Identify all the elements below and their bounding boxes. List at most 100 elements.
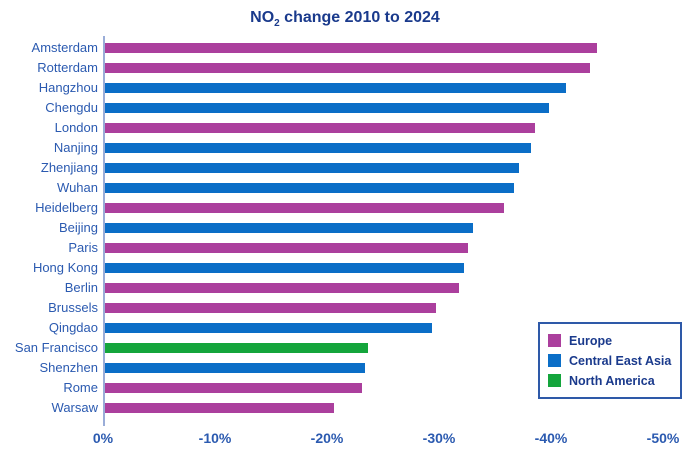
bar-track: [98, 278, 690, 298]
bar-row-wuhan: Wuhan: [0, 178, 690, 198]
bar-track: [98, 358, 690, 378]
y-axis-label-berlin: Berlin: [64, 280, 98, 295]
legend-swatch-central-east-asia: [548, 354, 561, 367]
bar-san-francisco: [105, 343, 369, 353]
y-axis-label-nanjing: Nanjing: [53, 140, 98, 155]
bar-track: [98, 238, 690, 258]
bar-track: [98, 338, 690, 358]
bar-row-berlin: Berlin: [0, 278, 690, 298]
bar-warsaw: [105, 403, 334, 413]
y-axis-label-paris: Paris: [68, 240, 98, 255]
bar-row-brussels: Brussels: [0, 298, 690, 318]
bar-shenzhen: [105, 363, 366, 373]
bar-heidelberg: [105, 203, 504, 213]
legend-swatch-north-america: [548, 374, 561, 387]
bar-nanjing: [105, 143, 531, 153]
y-axis-label-rome: Rome: [63, 380, 98, 395]
bar-hong-kong: [105, 263, 464, 273]
bar-track: [98, 118, 690, 138]
y-axis-label-zhenjiang: Zhenjiang: [40, 160, 98, 175]
y-axis-label-amsterdam: Amsterdam: [31, 40, 98, 55]
y-axis-label-brussels: Brussels: [48, 300, 98, 315]
bar-row-beijing: Beijing: [0, 218, 690, 238]
chart-title: NO2 change 2010 to 2024: [0, 9, 690, 30]
bar-zhenjiang: [105, 163, 519, 173]
bar-track: [98, 218, 690, 238]
y-axis-label-san-francisco: San Francisco: [14, 340, 98, 355]
bar-row-san-francisco: San Francisco: [0, 338, 690, 358]
bar-track: [98, 178, 690, 198]
chart-title-suffix: change 2010 to 2024: [279, 9, 440, 26]
y-axis-label-hangzhou: Hangzhou: [38, 80, 98, 95]
plot-area: Amsterdam Rotterdam Hangzhou Chengdu London N…: [0, 38, 690, 418]
bar-row-hangzhou: Hangzhou: [0, 78, 690, 98]
y-axis-label-qingdao: Qingdao: [48, 320, 98, 335]
bar-row-zhenjiang: Zhenjiang: [0, 158, 690, 178]
bar-row-heidelberg: Heidelberg: [0, 198, 690, 218]
legend-item-europe: Europe: [548, 334, 672, 348]
x-axis-tick--40-: -40%: [534, 430, 568, 446]
bar-chengdu: [105, 103, 549, 113]
bar-rotterdam: [105, 63, 591, 73]
y-axis-label-heidelberg: Heidelberg: [35, 200, 98, 215]
bar-track: [98, 158, 690, 178]
bar-london: [105, 123, 536, 133]
legend-label-north-america: North America: [569, 373, 655, 388]
y-axis-label-london: London: [54, 120, 98, 135]
bar-row-shenzhen: Shenzhen: [0, 358, 690, 378]
bar-brussels: [105, 303, 436, 313]
y-axis-label-chengdu: Chengdu: [45, 100, 98, 115]
chart-title-subscript: 2: [274, 18, 280, 30]
bar-row-paris: Paris: [0, 238, 690, 258]
x-axis-tick--20-: -20%: [310, 430, 344, 446]
bar-berlin: [105, 283, 460, 293]
bar-row-rome: Rome: [0, 378, 690, 398]
x-axis-tick--30-: -30%: [422, 430, 456, 446]
y-axis-line: [103, 36, 105, 426]
bar-row-hong-kong: Hong Kong: [0, 258, 690, 278]
bar-row-qingdao: Qingdao: [0, 318, 690, 338]
bar-row-london: London: [0, 118, 690, 138]
bar-beijing: [105, 223, 473, 233]
bar-track: [98, 398, 690, 418]
bar-track: [98, 78, 690, 98]
bar-track: [98, 378, 690, 398]
x-axis-ticks: 0% -10% -20% -30% -40% -50%: [0, 430, 690, 448]
y-axis-label-beijing: Beijing: [58, 220, 98, 235]
bar-track: [98, 58, 690, 78]
bar-qingdao: [105, 323, 433, 333]
y-axis-label-shenzhen: Shenzhen: [39, 360, 98, 375]
bar-track: [98, 98, 690, 118]
y-axis-label-warsaw: Warsaw: [51, 400, 98, 415]
x-axis-tick--10-: -10%: [198, 430, 232, 446]
legend-swatch-europe: [548, 334, 561, 347]
y-axis-label-wuhan: Wuhan: [57, 180, 98, 195]
legend-label-central-east-asia: Central East Asia: [569, 353, 672, 368]
legend-item-central-east-asia: Central East Asia: [548, 354, 672, 368]
bar-track: [98, 38, 690, 58]
bar-row-nanjing: Nanjing: [0, 138, 690, 158]
bar-amsterdam: [105, 43, 597, 53]
x-axis-tick-0-: 0%: [92, 430, 114, 446]
bar-row-warsaw: Warsaw: [0, 398, 690, 418]
bar-track: [98, 198, 690, 218]
bar-paris: [105, 243, 469, 253]
bar-track: [98, 318, 690, 338]
bar-hangzhou: [105, 83, 566, 93]
bar-row-rotterdam: Rotterdam: [0, 58, 690, 78]
legend-label-europe: Europe: [569, 333, 613, 348]
bar-track: [98, 138, 690, 158]
bar-rome: [105, 383, 362, 393]
bar-track: [98, 258, 690, 278]
chart-title-prefix: NO: [250, 9, 275, 26]
y-axis-label-hong-kong: Hong Kong: [32, 260, 98, 275]
legend: Europe Central East Asia North America: [538, 322, 682, 399]
y-axis-label-rotterdam: Rotterdam: [37, 60, 98, 75]
x-axis-tick--50-: -50%: [646, 430, 680, 446]
bar-track: [98, 298, 690, 318]
bar-wuhan: [105, 183, 515, 193]
bar-row-amsterdam: Amsterdam: [0, 38, 690, 58]
bar-row-chengdu: Chengdu: [0, 98, 690, 118]
legend-item-north-america: North America: [548, 374, 672, 388]
